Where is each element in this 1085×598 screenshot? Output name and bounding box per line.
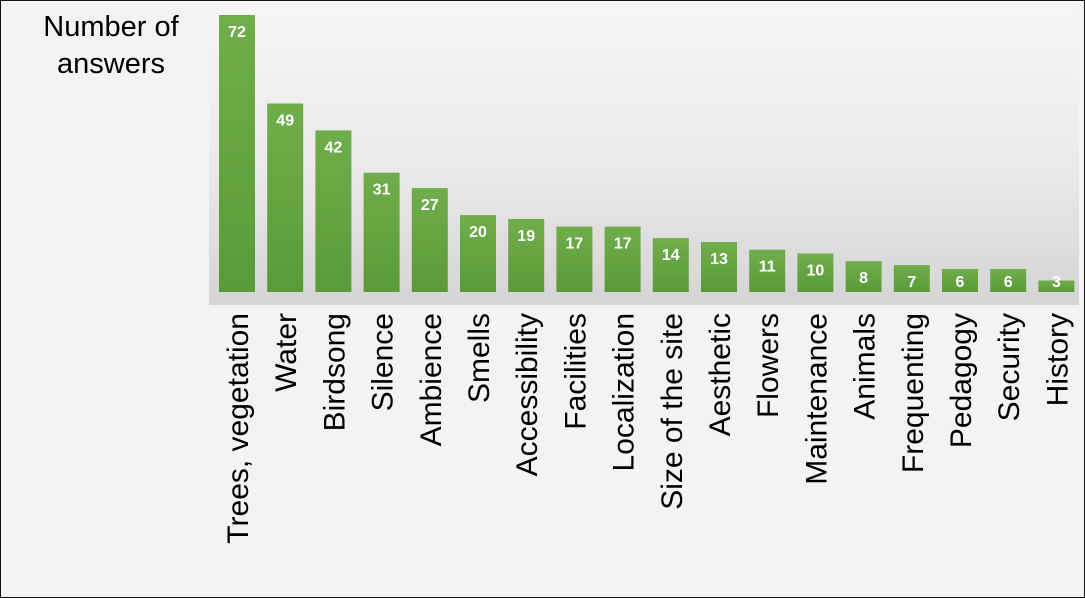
data-label: 14 [662, 247, 680, 264]
data-label: 3 [1052, 274, 1061, 291]
y-axis-label: Number of answers [43, 11, 179, 80]
data-label: 19 [517, 228, 535, 245]
x-tick-label: History [1041, 313, 1074, 406]
bar [652, 238, 689, 292]
bar [267, 103, 304, 292]
x-tick-label: Maintenance [800, 313, 833, 485]
x-tick-label: Localization [608, 313, 641, 471]
data-label: 17 [614, 236, 632, 253]
x-tick-label: Facilities [559, 313, 592, 430]
x-tick-label: Silence [367, 313, 400, 411]
x-tick-label: Animals [849, 313, 882, 420]
bar [315, 130, 352, 292]
data-label: 10 [807, 263, 825, 280]
data-label: 27 [421, 197, 439, 214]
data-label: 7 [907, 274, 916, 291]
data-label: 8 [859, 270, 868, 287]
bar [556, 226, 593, 292]
plot-area [209, 9, 1079, 305]
bar [508, 218, 545, 292]
bar [990, 268, 1027, 292]
bar [701, 242, 737, 292]
x-tick-label: Smells [463, 313, 496, 403]
bar [942, 268, 978, 292]
bar [219, 15, 255, 292]
x-tick-label: Water [270, 313, 303, 392]
bar [363, 172, 400, 292]
data-label: 17 [566, 236, 584, 253]
bar [797, 253, 834, 292]
data-label: 72 [228, 24, 246, 41]
x-tick-label: Aesthetic [704, 313, 737, 436]
x-tick-label: Pedagogy [945, 313, 978, 448]
x-tick-label: Accessibility [511, 313, 544, 476]
bar [749, 249, 786, 292]
data-label: 13 [710, 251, 728, 268]
bar [460, 215, 496, 292]
x-tick-label: Trees, vegetation [222, 313, 255, 544]
data-label: 6 [956, 274, 965, 291]
bar [411, 188, 448, 292]
bar [1038, 280, 1075, 292]
data-label: 42 [325, 139, 343, 156]
x-tick-label: Ambience [415, 313, 448, 446]
x-tick-label: Flowers [752, 313, 785, 418]
data-label: 6 [1004, 274, 1013, 291]
x-tick-label: Birdsong [318, 313, 351, 431]
data-label: 20 [469, 224, 487, 241]
x-tick-label: Size of the site [656, 313, 689, 510]
x-tick-label: Security [993, 313, 1026, 421]
data-label: 49 [276, 113, 294, 130]
x-tick-label: Frequenting [897, 313, 930, 473]
bar [845, 261, 882, 292]
bar [604, 226, 641, 292]
data-label: 11 [759, 259, 776, 276]
bar [893, 265, 930, 292]
data-label: 31 [373, 182, 391, 199]
